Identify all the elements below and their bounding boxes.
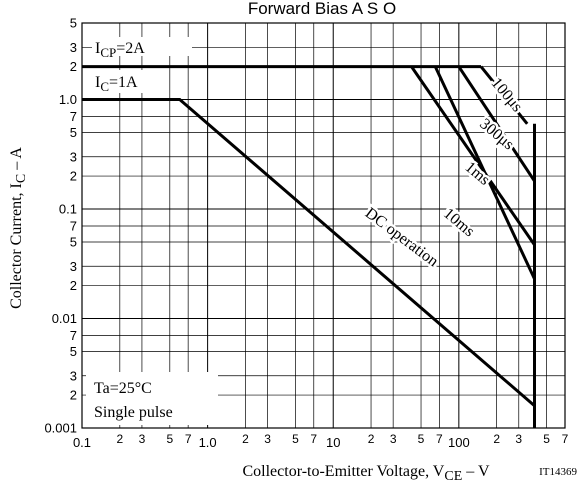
- plot-frame: [81, 22, 566, 429]
- tick-labels: 0.1 2 3 5 7 1.0 2 3 5 7 10 2 3 5 7 100 2 3 5 75321.075320.1…: [44, 16, 568, 451]
- y-tick-label: 7: [70, 218, 77, 233]
- x-tick-label: 3: [515, 432, 522, 446]
- y-tick-label: 3: [70, 149, 77, 164]
- y-tick-label: 2: [70, 388, 77, 403]
- x-tick-label: 0.1: [73, 435, 91, 450]
- series-line-100-s: [479, 65, 529, 125]
- series-line-1ms: [410, 65, 536, 246]
- x-tick-label: 10: [326, 435, 340, 450]
- curve-label: DC operation: [362, 205, 441, 271]
- x-tick-label: 7: [310, 432, 317, 446]
- x-tick-label: 1.0: [199, 435, 217, 450]
- x-tick-label: 100: [448, 435, 470, 450]
- series-line-dc-operation: [82, 98, 536, 407]
- x-tick-label: 3: [264, 432, 271, 446]
- conditions-box: [86, 372, 218, 425]
- icp-label: ICP=2A: [95, 40, 145, 60]
- x-tick-label: 2: [368, 432, 375, 446]
- x-tick-label: 7: [562, 432, 569, 446]
- y-tick-label: 5: [70, 344, 77, 359]
- x-tick-label: 5: [543, 432, 550, 446]
- y-tick-label: 5: [70, 125, 77, 140]
- x-tick-label: 3: [390, 432, 397, 446]
- chart-title: Forward Bias A S O: [248, 0, 396, 18]
- y-tick-label: 2: [70, 278, 77, 293]
- x-tick-label: 5: [418, 432, 425, 446]
- ic-label: IC=1A: [95, 74, 138, 94]
- series-lines: [82, 65, 536, 428]
- x-tick-label: 2: [242, 432, 249, 446]
- x-tick-label: 5: [166, 432, 173, 446]
- y-tick-label: 7: [70, 109, 77, 124]
- curve-label: 100μs: [488, 75, 526, 116]
- y-tick-label: 0.001: [44, 421, 77, 436]
- condition-temperature: Ta=25°C: [94, 380, 152, 397]
- icp-label-bg: [92, 37, 192, 56]
- y-tick-label: 3: [70, 259, 77, 274]
- y-tick-label: 2: [70, 59, 77, 74]
- x-tick-label: 2: [116, 432, 123, 446]
- y-axis-label: Collector Current, IC – A: [8, 147, 29, 309]
- x-tick-label: 7: [436, 432, 443, 446]
- x-tick-label: 7: [185, 432, 192, 446]
- y-tick-label: 5: [70, 16, 77, 31]
- y-tick-label: 7: [70, 328, 77, 343]
- ic-label-bg: [92, 70, 164, 93]
- x-tick-label: 5: [292, 432, 299, 446]
- x-tick-label: 2: [493, 432, 500, 446]
- series-line-300-s: [457, 65, 536, 182]
- y-tick-label: 5: [70, 234, 77, 249]
- y-tick-label: 0.1: [59, 202, 77, 217]
- y-tick-label: 2: [70, 169, 77, 184]
- y-tick-label: 0.01: [52, 311, 77, 326]
- y-tick-label: 3: [70, 40, 77, 55]
- y-tick-label: 3: [70, 368, 77, 383]
- curve-label: 1ms: [462, 159, 493, 189]
- x-tick-label: 3: [139, 432, 146, 446]
- figure-code: IT14369: [539, 466, 577, 478]
- y-tick-label: 1.0: [59, 92, 77, 107]
- condition-single-pulse: Single pulse: [94, 404, 173, 421]
- x-axis-label: Collector-to-Emitter Voltage, VCE – V: [242, 463, 489, 483]
